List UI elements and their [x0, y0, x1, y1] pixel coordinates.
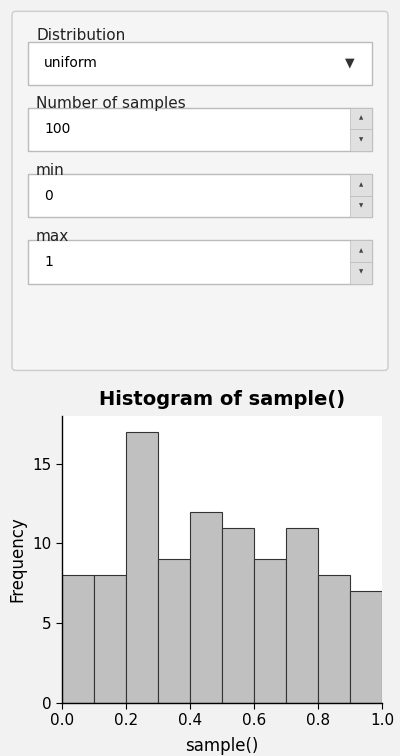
Text: 1: 1 — [44, 255, 53, 269]
Text: 0: 0 — [44, 188, 53, 203]
Text: min: min — [36, 163, 65, 178]
Bar — [350, 108, 372, 129]
Bar — [28, 240, 372, 284]
Bar — [222, 528, 254, 703]
Text: ▼: ▼ — [359, 138, 363, 142]
Bar — [190, 512, 222, 703]
Text: Number of samples: Number of samples — [36, 97, 186, 111]
X-axis label: sample(): sample() — [185, 737, 259, 754]
Text: ▲: ▲ — [359, 248, 363, 253]
Title: Histogram of sample(): Histogram of sample() — [99, 389, 345, 409]
Text: ▼: ▼ — [345, 57, 355, 70]
Bar — [350, 196, 372, 218]
Bar — [350, 174, 372, 196]
Bar — [126, 432, 158, 703]
Bar — [350, 591, 382, 703]
Bar — [254, 559, 286, 703]
Bar — [318, 575, 350, 703]
Bar — [28, 108, 372, 151]
Text: uniform: uniform — [44, 56, 98, 70]
Text: ▼: ▼ — [359, 203, 363, 209]
Text: 100: 100 — [44, 122, 70, 137]
Bar — [286, 528, 318, 703]
Bar — [28, 42, 372, 85]
Text: ▲: ▲ — [359, 116, 363, 121]
Bar — [94, 575, 126, 703]
Y-axis label: Frequency: Frequency — [9, 516, 27, 603]
Bar — [28, 174, 372, 218]
Bar — [350, 262, 372, 284]
Text: ▲: ▲ — [359, 181, 363, 187]
Text: Distribution: Distribution — [36, 28, 125, 43]
Text: ▼: ▼ — [359, 270, 363, 274]
FancyBboxPatch shape — [12, 11, 388, 370]
Bar — [350, 240, 372, 262]
Bar — [350, 129, 372, 151]
Text: max: max — [36, 229, 69, 243]
Bar — [158, 559, 190, 703]
Bar — [62, 575, 94, 703]
